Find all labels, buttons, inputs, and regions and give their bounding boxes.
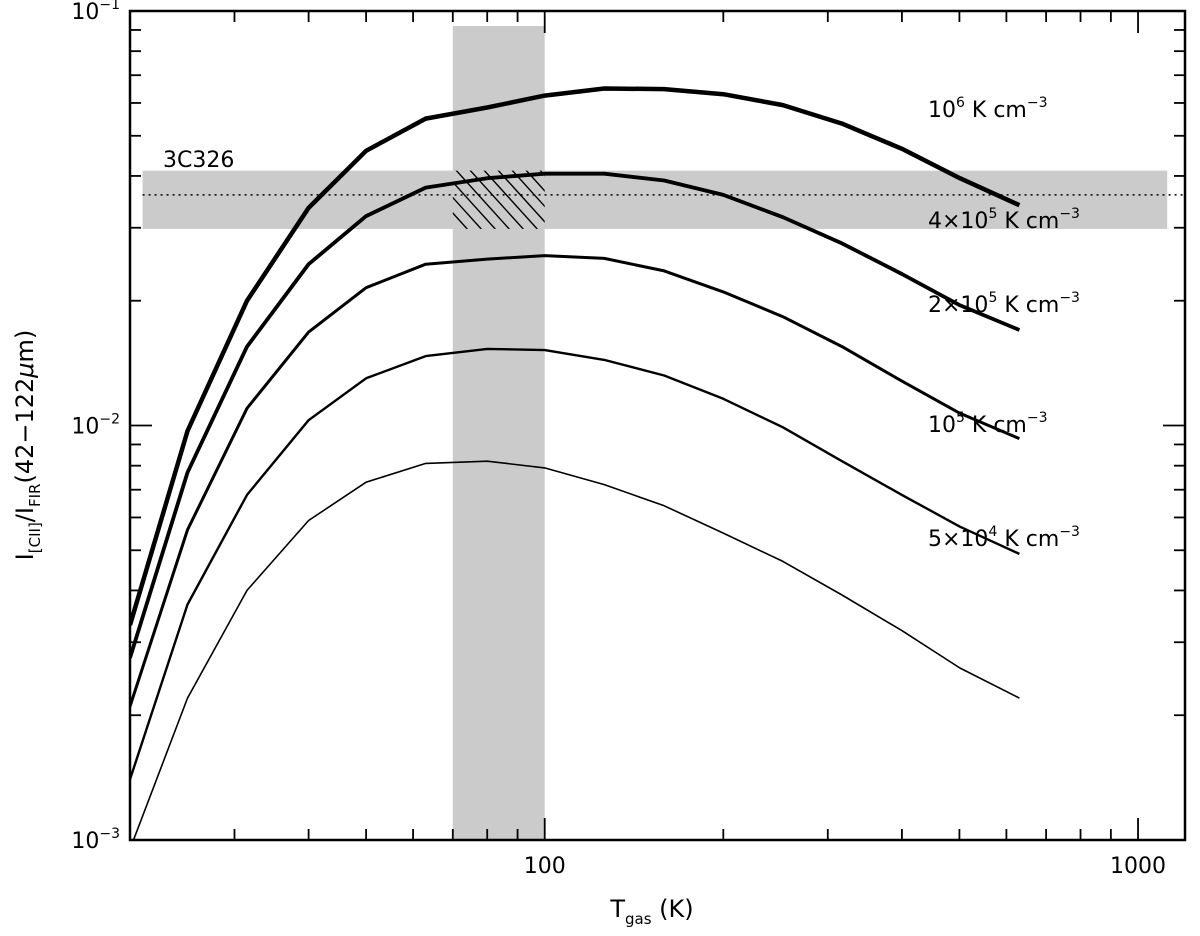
curve-series-4 <box>130 347 1020 780</box>
y-axis-title-slash: /I <box>11 507 39 522</box>
x-tick-label: 1000 <box>1110 854 1166 879</box>
model-curves <box>130 86 1021 840</box>
curve-series-1 <box>130 86 1021 626</box>
y-tick-label: 10−3 <box>71 826 120 854</box>
x-axis-title-sub: gas <box>625 910 652 928</box>
hatch-line <box>525 170 545 192</box>
observation-label: 3C326 <box>163 148 234 173</box>
y-axis-title-tail: (42−122 <box>11 378 39 484</box>
hatch-line <box>452 196 483 229</box>
x-axis-title: Tgas (K) <box>609 895 693 928</box>
y-axis-title-unit: m) <box>11 330 39 363</box>
y-axis-title-sub2: FIR <box>26 484 44 507</box>
curve-label-4: 105 K cm−3 <box>928 410 1048 438</box>
x-axis-title-units: (K) <box>652 895 694 923</box>
curve-label-2: 4×105 K cm−3 <box>928 206 1080 234</box>
axes: 100 1000 10−3 10−2 10−1 <box>71 0 1187 879</box>
curve-label-3: 2×105 K cm−3 <box>928 290 1080 318</box>
y-tick-label: 10−2 <box>71 412 120 440</box>
curve-labels: 106 K cm−3 4×105 K cm−3 2×105 K cm−3 105 K … <box>928 95 1080 552</box>
x-axis-title-main: T <box>609 895 625 923</box>
temperature-band <box>452 26 545 840</box>
curve-series-2 <box>130 171 1021 659</box>
curve-series-5 <box>132 460 1020 840</box>
y-axis-title: I[CII]/IFIR(42−122μm) <box>11 330 44 561</box>
hatch-line <box>452 212 469 229</box>
x-tick-label: 100 <box>524 854 566 879</box>
curve-label-5: 5×104 K cm−3 <box>928 524 1080 552</box>
curve-series-3 <box>130 254 1020 707</box>
y-axis-title-mu: μ <box>11 362 39 378</box>
hatch-line <box>511 170 545 208</box>
hatch-line <box>452 181 497 229</box>
hatch-line <box>455 170 511 229</box>
curve-label-1: 106 K cm−3 <box>928 95 1048 123</box>
y-tick-label: 10−1 <box>71 0 120 25</box>
y-axis-title-sub1: [CII] <box>26 522 44 553</box>
hatch-line <box>469 170 525 229</box>
y-axis-title-i1: I <box>11 553 39 560</box>
